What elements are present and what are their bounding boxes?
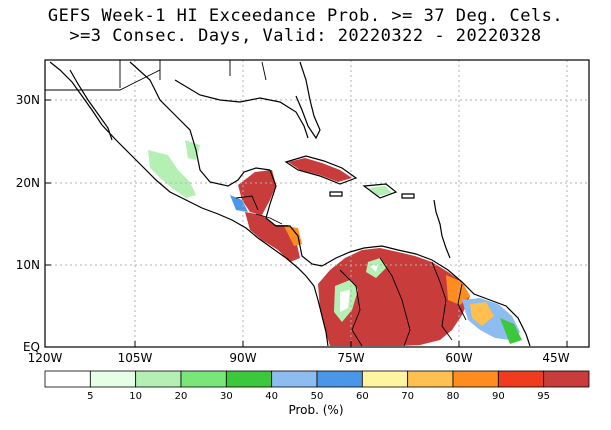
- shade-colombia-none: [340, 290, 350, 312]
- colorbar-tick: 60: [356, 391, 369, 402]
- colorbar-tick: 30: [220, 391, 233, 402]
- plot-frame: [44, 59, 590, 348]
- colorbar-swatch: [225, 370, 273, 388]
- axis-ticks: [45, 99, 568, 347]
- map-title-line2: >=3 Consec. Days, Valid: 20220322 - 2022…: [69, 26, 542, 46]
- shade-nicaragua-mid: [284, 226, 302, 246]
- lat-label: 10N: [16, 258, 40, 272]
- shade-guatemala-mid: [230, 195, 248, 212]
- colorbar-swatch: [271, 370, 318, 388]
- colorbar: [44, 370, 590, 388]
- colorbar-tick: 10: [129, 391, 142, 402]
- map-title-line1: GEFS Week-1 HI Exceedance Prob. >= 37 De…: [47, 6, 564, 26]
- lat-label: 30N: [16, 93, 40, 107]
- colorbar-swatch: [543, 370, 590, 388]
- colorbar-swatch: [407, 370, 454, 388]
- colorbar-swatch: [89, 370, 137, 388]
- colorbar-tick: 95: [537, 391, 550, 402]
- shade-lake-none: [370, 264, 378, 272]
- colorbar-swatch: [180, 370, 227, 388]
- lon-label: 75W: [337, 351, 364, 365]
- shade-mexico-low: [148, 150, 196, 198]
- shade-hispaniola-low: [368, 186, 392, 196]
- colorbar-tick: 90: [492, 391, 505, 402]
- country-borders: [45, 60, 467, 347]
- shade-south-america-high: [318, 248, 470, 346]
- colorbar-swatch: [452, 370, 499, 388]
- colorbar-swatch: [497, 370, 545, 388]
- lon-label: 105W: [118, 351, 153, 365]
- lon-label: 90W: [229, 351, 256, 365]
- lon-label: 120W: [28, 351, 63, 365]
- shade-brazil-orange: [470, 302, 494, 326]
- lon-label: 45W: [542, 351, 569, 365]
- colorbar-swatch: [135, 370, 182, 388]
- colorbar-tick: 5: [87, 391, 93, 402]
- map-plot-area: [44, 59, 590, 348]
- colorbar-swatch: [316, 370, 363, 388]
- lon-label: 60W: [445, 351, 472, 365]
- colorbar-label: Prob. (%): [288, 403, 343, 417]
- lat-label: 20N: [16, 176, 40, 190]
- colorbar-tick: 80: [447, 391, 460, 402]
- latitude-labels: 30N 20N 10N EQ: [16, 93, 40, 354]
- shade-brazil-green: [500, 318, 522, 344]
- colorbar-swatch: [44, 370, 91, 388]
- shade-mexico-north-low: [185, 140, 200, 160]
- shade-central-america-high: [245, 212, 300, 262]
- colorbar-tick: 70: [401, 391, 414, 402]
- coastlines: [49, 61, 531, 347]
- colorbar-tick-labels: 5 10 20 30 40 50 60 70 80 90 95: [87, 391, 550, 402]
- shade-yucatan-high: [238, 170, 276, 215]
- colorbar-tick: 50: [311, 391, 324, 402]
- colorbar-tick: 40: [265, 391, 278, 402]
- colorbar-swatch: [361, 370, 409, 388]
- lat-label: EQ: [23, 340, 40, 354]
- colorbar-tick: 20: [175, 391, 188, 402]
- longitude-labels: 120W 105W 90W 75W 60W 45W: [28, 351, 570, 365]
- shade-guyana-mid: [446, 275, 470, 305]
- shade-cuba-high: [288, 158, 352, 182]
- probability-shading: [148, 140, 522, 346]
